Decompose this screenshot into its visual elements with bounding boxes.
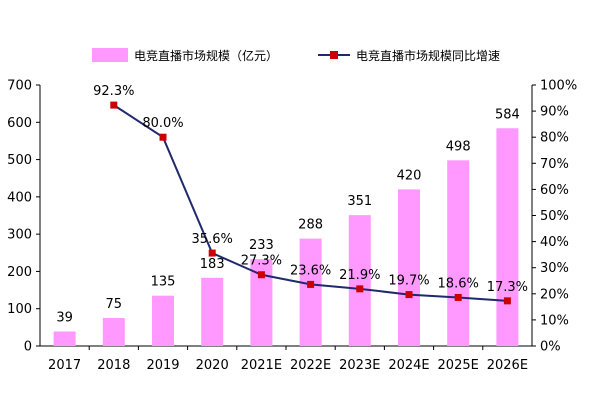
legend-line-label: 电竞直播市场规模同比增速	[356, 48, 500, 63]
line-marker	[356, 285, 364, 293]
y-right-tick-label: 70%	[540, 157, 569, 172]
legend-bar-swatch	[92, 48, 128, 62]
bar-data-label: 233	[249, 238, 274, 253]
y-right-tick-label: 10%	[540, 313, 569, 328]
bar-data-label: 420	[397, 168, 422, 183]
line-data-label: 27.3%	[241, 254, 282, 269]
x-tick-label: 2026E	[487, 358, 528, 373]
bar-data-label: 75	[106, 297, 123, 312]
line-marker	[307, 280, 315, 288]
x-tick-label: 2022E	[290, 358, 331, 373]
line-data-label: 21.9%	[339, 268, 380, 283]
bar	[398, 189, 420, 346]
bar	[201, 277, 224, 346]
legend-bar-label: 电竞直播市场规模（亿元）	[134, 48, 278, 63]
y-left-tick-label: 0	[24, 340, 32, 355]
y-right-tick-label: 30%	[540, 261, 569, 276]
y-right-tick-label: 100%	[540, 79, 577, 94]
line-marker	[257, 271, 265, 279]
y-left-tick-label: 400	[7, 190, 32, 205]
line-marker	[405, 291, 413, 299]
bar-data-label: 498	[446, 139, 471, 154]
y-right-tick-label: 50%	[540, 209, 569, 224]
x-tick-label: 2023E	[339, 358, 380, 373]
line-markers	[110, 101, 511, 305]
bar-labels: 39 75 135 183 233 288 351 420 498 584	[56, 107, 519, 325]
line-data-label: 80.0%	[142, 116, 183, 131]
bar	[53, 331, 76, 346]
bar-data-label: 39	[56, 310, 73, 325]
bar	[250, 259, 273, 346]
y-right-tick-label: 80%	[540, 131, 569, 146]
y-left-tick-label: 200	[7, 265, 32, 280]
y-left-tick-label: 500	[7, 153, 32, 168]
line-data-label: 23.6%	[290, 263, 331, 278]
line-marker	[503, 297, 511, 305]
y-left-tick-label: 300	[7, 228, 32, 243]
line-labels: 92.3% 80.0% 35.6% 27.3% 23.6% 21.9% 19.7% 18.6%…	[93, 84, 528, 295]
y-left-tick-label: 700	[7, 79, 32, 94]
axes: 0 100 200 300 400 500 600 700 0% 10% 20% 30% 40% 50% 6…	[7, 79, 577, 374]
line-data-label: 19.7%	[388, 274, 429, 289]
line-marker	[159, 133, 167, 141]
x-tick-label: 2019	[146, 358, 179, 373]
x-tick-label: 2018	[97, 358, 130, 373]
y-right-tick-label: 40%	[540, 235, 569, 250]
line-marker	[454, 293, 462, 301]
line-data-label: 17.3%	[487, 280, 528, 295]
bar-data-label: 135	[151, 275, 176, 290]
x-tick-label: 2025E	[438, 358, 479, 373]
bar-data-label: 288	[298, 218, 323, 233]
bar	[102, 318, 125, 346]
bar	[152, 295, 174, 346]
x-tick-label: 2017	[48, 358, 81, 373]
x-tick-label: 2024E	[388, 358, 429, 373]
bar-data-label: 351	[347, 194, 372, 209]
x-tick-label: 2020	[196, 358, 229, 373]
bar	[299, 238, 322, 346]
line-data-label: 35.6%	[192, 232, 233, 247]
y-right-tick-label: 20%	[540, 287, 569, 302]
line-marker	[208, 249, 216, 257]
line-data-label: 92.3%	[93, 84, 134, 99]
y-right-tick-label: 0%	[540, 340, 561, 355]
line-marker	[110, 101, 118, 109]
bar-data-label: 584	[495, 107, 520, 122]
x-tick-label: 2021E	[241, 358, 282, 373]
bar	[348, 215, 371, 346]
bar-data-label: 183	[200, 257, 225, 272]
y-right-tick-label: 60%	[540, 183, 569, 198]
line-data-label: 18.6%	[438, 276, 479, 291]
legend: 电竞直播市场规模（亿元） 电竞直播市场规模同比增速	[92, 48, 500, 63]
y-left-tick-label: 100	[7, 302, 32, 317]
bar	[496, 128, 519, 346]
bar	[447, 160, 470, 346]
legend-line-swatch	[318, 51, 350, 59]
y-right-tick-label: 90%	[540, 105, 569, 120]
bar-series	[53, 128, 519, 346]
y-left-tick-label: 600	[7, 116, 32, 131]
